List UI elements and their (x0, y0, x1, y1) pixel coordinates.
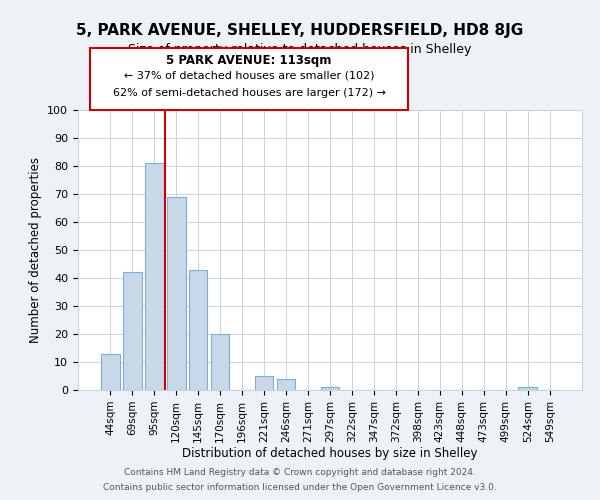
Text: 62% of semi-detached houses are larger (172) →: 62% of semi-detached houses are larger (… (113, 88, 386, 98)
Text: Contains HM Land Registry data © Crown copyright and database right 2024.: Contains HM Land Registry data © Crown c… (124, 468, 476, 477)
X-axis label: Distribution of detached houses by size in Shelley: Distribution of detached houses by size … (182, 448, 478, 460)
Bar (189, 270, 208, 390)
Bar (101, 354, 119, 390)
Bar (145, 163, 164, 390)
Bar (123, 272, 142, 390)
Text: 5, PARK AVENUE, SHELLEY, HUDDERSFIELD, HD8 8JG: 5, PARK AVENUE, SHELLEY, HUDDERSFIELD, H… (76, 22, 524, 38)
Bar (518, 387, 537, 390)
Text: Contains public sector information licensed under the Open Government Licence v3: Contains public sector information licen… (103, 483, 497, 492)
Bar (277, 379, 295, 390)
Bar (320, 387, 340, 390)
Text: ← 37% of detached houses are smaller (102): ← 37% of detached houses are smaller (10… (124, 71, 374, 81)
Bar (167, 197, 185, 390)
Bar (211, 334, 229, 390)
Text: Size of property relative to detached houses in Shelley: Size of property relative to detached ho… (128, 42, 472, 56)
Y-axis label: Number of detached properties: Number of detached properties (29, 157, 42, 343)
Bar (255, 376, 274, 390)
Text: 5 PARK AVENUE: 113sqm: 5 PARK AVENUE: 113sqm (166, 54, 332, 67)
